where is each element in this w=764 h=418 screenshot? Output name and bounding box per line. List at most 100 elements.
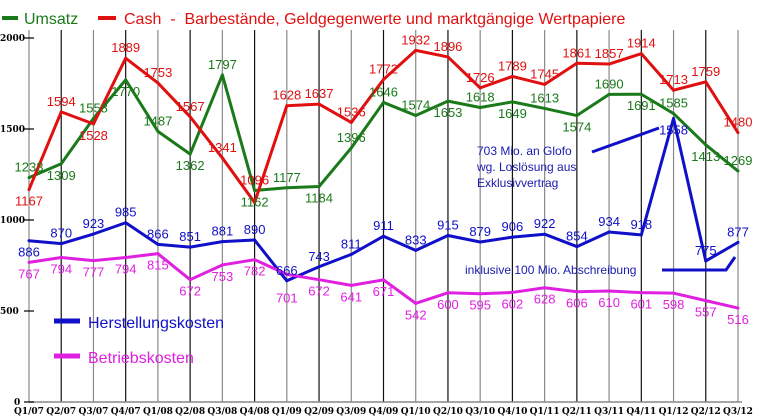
data-point [543,82,547,86]
x-tick-label: Q1/12 [659,407,689,417]
data-label: 811 [341,236,362,251]
x-tick-label: Q2/08 [175,407,205,417]
data-point [414,48,418,52]
data-point [543,106,547,110]
data-point [253,201,257,205]
y-tick-label: 500 [0,307,19,317]
data-point [27,239,31,243]
data-label: 1753 [143,65,172,80]
data-point [607,230,611,234]
data-point [672,112,676,116]
data-label: 557 [695,305,717,320]
data-label: 1574 [401,98,430,113]
x-tick-label: Q2/11 [562,407,592,417]
data-point [27,176,31,180]
data-point [510,74,514,78]
data-point [478,106,482,110]
data-point [736,306,740,310]
data-point [124,255,128,259]
data-label: 767 [18,266,40,281]
data-point [704,259,708,263]
data-label: 1594 [47,94,76,109]
data-label: 701 [276,290,298,305]
data-point [478,292,482,296]
data-point [220,73,224,77]
data-label: 672 [308,284,330,299]
x-tick-label: Q3/09 [336,407,366,417]
data-label: 1914 [627,36,656,51]
annotation-text: Exklusivvertrag [477,176,558,190]
x-tick-label: Q1/10 [401,407,431,417]
annotation-pointer [662,256,737,272]
data-label: 1567 [176,99,205,114]
data-point [317,102,321,106]
data-label: 777 [83,265,105,280]
data-label: 641 [340,289,362,304]
y-tick-label: 1000 [0,216,25,226]
y-tick-label: 2000 [0,34,25,44]
data-point [510,290,514,294]
data-label: 1184 [305,191,333,206]
data-point [575,290,579,294]
data-point [382,278,385,282]
data-label: 1536 [337,104,366,119]
data-point [188,152,192,156]
data-label: 1628 [272,88,301,103]
data-label: 890 [244,222,266,237]
data-point [285,104,289,108]
data-point [543,232,547,236]
x-tick-label: Q3/12 [723,407,753,417]
data-point [124,56,128,60]
data-label: 794 [115,261,137,276]
data-label: 886 [18,245,40,260]
data-label: 1162 [241,195,269,210]
data-point [349,252,353,256]
x-tick-label: Q3/11 [594,407,624,417]
annotation-pointer [591,126,660,154]
data-label: 743 [308,249,330,264]
data-label: 1618 [466,90,495,105]
data-label: 1896 [433,39,462,54]
data-label: 794 [50,261,72,276]
data-label: 870 [50,226,72,241]
data-point [91,259,95,263]
y-tick-label: 1500 [0,125,25,135]
data-label: 1889 [111,40,140,55]
data-label: 1649 [498,106,527,121]
data-point [639,92,643,96]
data-label: 516 [727,312,749,327]
data-label: 918 [630,217,652,232]
data-point [59,242,63,246]
data-point [156,129,160,133]
legend-label-herstellungskosten: Herstellungskosten [88,315,224,332]
data-point [220,156,224,160]
data-point [27,188,31,192]
data-point [446,291,450,295]
data-label: 1613 [530,90,559,105]
data-point [510,100,514,104]
data-label: 1691 [627,98,656,113]
data-label: 1574 [562,120,591,135]
data-point [317,185,321,189]
data-point [446,233,450,237]
data-label: 1558 [79,100,108,115]
annotation-text: inklusive 100 Mio. Abschreibung [465,263,636,277]
data-point [704,143,708,147]
data-label: 1637 [305,86,334,101]
data-label: 915 [437,217,459,232]
data-label: 815 [147,258,169,273]
data-point [382,100,385,104]
data-label: 851 [179,229,201,244]
data-label: 1932 [401,32,430,47]
data-point [59,162,63,166]
data-point [91,232,95,236]
data-label: 1713 [659,72,688,87]
data-point [156,81,160,85]
data-label: 923 [83,216,105,231]
data-label: 1269 [724,153,753,168]
data-label: 610 [598,295,620,310]
x-tick-label: Q3/08 [207,407,237,417]
data-label: 672 [179,284,201,299]
data-label: 1096 [240,173,269,188]
y-tick-label: 0 [14,398,20,408]
